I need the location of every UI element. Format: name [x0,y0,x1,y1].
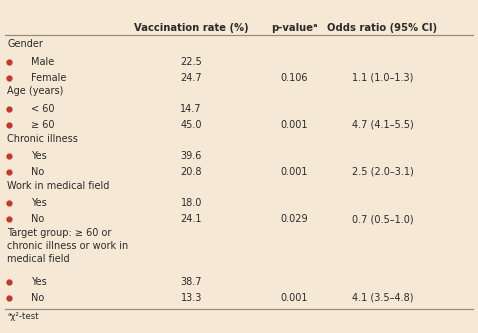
Text: Male: Male [31,57,54,67]
Text: 24.7: 24.7 [180,73,202,83]
Text: No: No [31,167,44,177]
Text: Odds ratio (95% CI): Odds ratio (95% CI) [327,23,437,33]
Text: 4.7 (4.1–5.5): 4.7 (4.1–5.5) [351,120,413,130]
Text: 24.1: 24.1 [181,214,202,224]
Text: Work in medical field: Work in medical field [7,181,109,191]
Text: Vaccination rate (%): Vaccination rate (%) [134,23,249,33]
Text: < 60: < 60 [31,104,54,114]
Text: 0.001: 0.001 [280,167,308,177]
Text: 39.6: 39.6 [181,151,202,161]
Text: ᵃχ²-test: ᵃχ²-test [7,312,39,321]
Text: Yes: Yes [31,151,47,161]
Text: Chronic illness: Chronic illness [7,134,78,144]
Text: 45.0: 45.0 [181,120,202,130]
Text: 18.0: 18.0 [181,198,202,208]
Text: Yes: Yes [31,277,47,287]
Text: 38.7: 38.7 [181,277,202,287]
Text: 0.001: 0.001 [280,120,308,130]
Text: p-valueᵃ: p-valueᵃ [271,23,317,33]
Text: 14.7: 14.7 [181,104,202,114]
Text: 20.8: 20.8 [181,167,202,177]
Text: No: No [31,293,44,303]
Text: 0.106: 0.106 [280,73,308,83]
Text: 0.7 (0.5–1.0): 0.7 (0.5–1.0) [352,214,413,224]
Text: 22.5: 22.5 [180,57,202,67]
Text: Yes: Yes [31,198,47,208]
Text: 13.3: 13.3 [181,293,202,303]
Text: 0.029: 0.029 [280,214,308,224]
Text: 0.001: 0.001 [280,293,308,303]
Text: Female: Female [31,73,66,83]
Text: Age (years): Age (years) [7,87,64,97]
Text: Gender: Gender [7,39,43,49]
Text: Target group: ≥ 60 or
chronic illness or work in
medical field: Target group: ≥ 60 or chronic illness or… [7,228,129,264]
Text: 2.5 (2.0–3.1): 2.5 (2.0–3.1) [351,167,413,177]
Text: 1.1 (1.0–1.3): 1.1 (1.0–1.3) [352,73,413,83]
Text: No: No [31,214,44,224]
Text: 4.1 (3.5–4.8): 4.1 (3.5–4.8) [352,293,413,303]
Text: ≥ 60: ≥ 60 [31,120,54,130]
